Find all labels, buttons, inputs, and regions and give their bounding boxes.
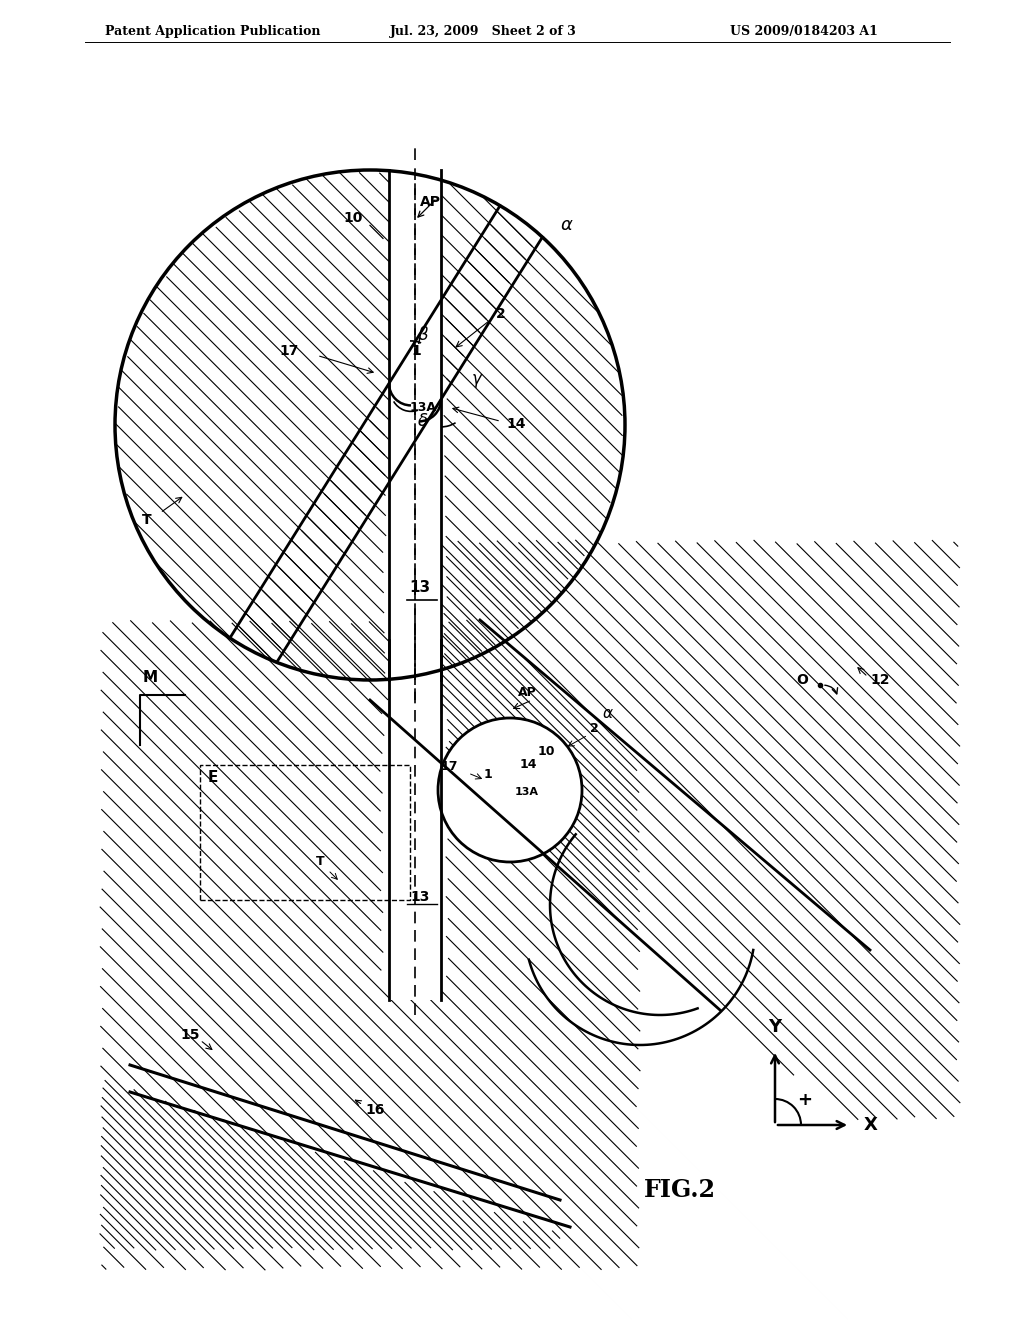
Text: T: T: [142, 513, 152, 527]
Text: $\beta$: $\beta$: [417, 325, 429, 346]
Text: $\alpha$: $\alpha$: [560, 216, 573, 234]
Text: 13: 13: [410, 579, 430, 595]
Text: 17: 17: [280, 345, 299, 359]
Text: 2: 2: [496, 308, 506, 321]
Text: Jul. 23, 2009   Sheet 2 of 3: Jul. 23, 2009 Sheet 2 of 3: [390, 25, 577, 38]
Text: 1: 1: [483, 768, 492, 781]
Text: 13A: 13A: [410, 401, 437, 414]
Text: T: T: [316, 855, 325, 869]
Text: +: +: [798, 1092, 812, 1109]
Text: 13: 13: [411, 890, 430, 904]
Bar: [389, 680, 441, 1001]
Text: 17: 17: [440, 760, 458, 774]
Bar: [200, 766, 410, 900]
Text: Patent Application Publication: Patent Application Publication: [105, 25, 321, 38]
Text: X: X: [864, 1115, 878, 1134]
Text: 15: 15: [180, 1028, 200, 1041]
Text: Y: Y: [768, 1018, 781, 1036]
Text: FIG.2: FIG.2: [644, 1177, 716, 1203]
Text: E: E: [208, 770, 218, 785]
Text: AP: AP: [518, 686, 537, 700]
Text: M: M: [143, 671, 158, 685]
Text: 14: 14: [506, 417, 525, 432]
Text: 1: 1: [411, 345, 421, 359]
Text: $\delta$: $\delta$: [417, 412, 428, 430]
Circle shape: [438, 718, 582, 862]
Text: 16: 16: [365, 1104, 384, 1117]
Text: O: O: [796, 673, 808, 686]
Text: 12: 12: [870, 673, 890, 686]
Text: 10: 10: [538, 744, 555, 758]
Bar: [389, 160, 441, 690]
Text: 10: 10: [344, 211, 362, 226]
Text: 2: 2: [590, 722, 599, 735]
Text: $\gamma$: $\gamma$: [471, 372, 483, 391]
Text: 14: 14: [520, 758, 538, 771]
Text: 13A: 13A: [515, 787, 539, 797]
Text: US 2009/0184203 A1: US 2009/0184203 A1: [730, 25, 878, 38]
Text: $\alpha$: $\alpha$: [602, 706, 613, 721]
Text: AP: AP: [420, 195, 441, 209]
